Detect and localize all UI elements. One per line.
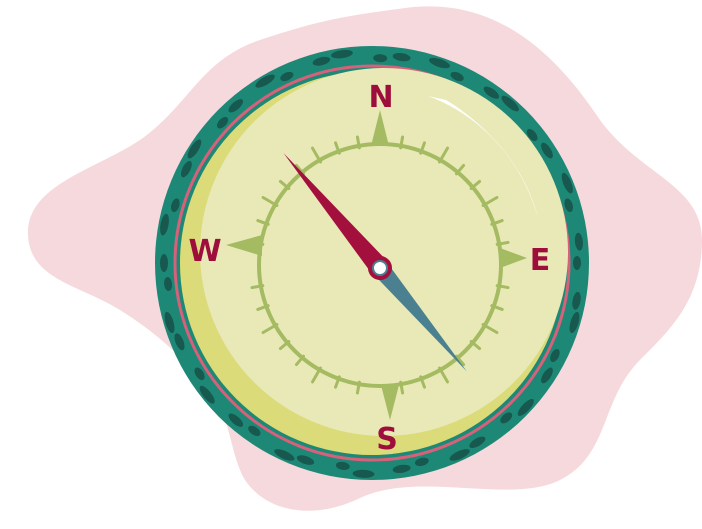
label-west: W — [188, 234, 221, 269]
ring-spot — [569, 311, 580, 334]
scale-tick — [454, 163, 466, 176]
ring-spot — [450, 71, 464, 82]
ring-spot — [174, 333, 185, 351]
ring-spot — [335, 461, 350, 470]
scale-tick — [334, 375, 341, 389]
scale-tick — [495, 284, 510, 290]
ring-spot — [352, 469, 375, 478]
west-pointer — [226, 235, 262, 256]
scale-tick — [355, 135, 361, 150]
north-pointer — [371, 110, 389, 146]
scale-tick — [481, 196, 499, 207]
ring-spot — [296, 455, 315, 465]
ring-spot — [312, 56, 331, 66]
ring-spot — [274, 449, 295, 461]
compass-needle — [283, 153, 467, 372]
ring-spot — [541, 142, 553, 159]
ring-spot — [164, 311, 175, 334]
ring-spot — [228, 99, 244, 113]
scale-tick — [454, 354, 466, 367]
ring-spot — [160, 213, 169, 236]
ring-spot — [573, 256, 581, 270]
ring-spot — [526, 129, 538, 142]
scale-tick — [261, 323, 279, 334]
scale-tick — [250, 284, 265, 290]
ring-spot — [373, 54, 388, 63]
ring-spot — [392, 52, 411, 62]
ring-spot — [449, 449, 470, 461]
scale-tick — [490, 304, 504, 311]
ring-spot — [550, 349, 560, 363]
ring-spot — [170, 198, 180, 213]
scale-tick — [490, 219, 504, 226]
ring-spot — [280, 71, 294, 82]
scale-tick — [495, 240, 510, 246]
scale-tick — [256, 219, 270, 226]
ring-spot — [228, 413, 244, 427]
ring-spot — [392, 464, 411, 474]
ring-spot — [180, 160, 192, 178]
scale-tick — [261, 196, 279, 207]
ring-spot — [572, 291, 581, 310]
east-pointer — [500, 248, 527, 268]
scale-tick — [419, 141, 426, 155]
scale-tick — [278, 179, 291, 191]
scale-tick — [419, 375, 426, 389]
ring-spot — [248, 425, 261, 437]
scale-tick — [355, 380, 361, 395]
scale-tick — [481, 323, 499, 334]
needle-north-half — [283, 153, 388, 275]
ring-spot — [483, 86, 500, 99]
ring-spot — [500, 412, 513, 424]
south-pointer — [381, 385, 399, 420]
scale-tick — [311, 366, 322, 384]
ring-spot — [255, 74, 275, 88]
scale-tick — [278, 339, 291, 351]
label-north: N — [368, 80, 393, 115]
ring-spot — [517, 398, 534, 416]
ring-spot — [414, 457, 429, 467]
scale-tick — [399, 380, 405, 395]
scale-tick — [469, 179, 482, 191]
ring-spot — [331, 49, 353, 59]
scale-tick — [438, 366, 449, 384]
ring-spot — [561, 172, 573, 194]
ring-spot — [194, 367, 205, 381]
ring-spot — [541, 367, 553, 384]
scale-tick — [469, 339, 482, 351]
ring-spot — [164, 277, 173, 292]
needle-pivot-inner — [372, 260, 388, 276]
scale-tick — [334, 141, 341, 155]
ring-spot — [216, 116, 229, 129]
inner-rim — [173, 64, 571, 462]
scale-tick — [438, 146, 449, 164]
label-east: E — [530, 243, 551, 278]
scale-tick — [294, 163, 306, 176]
ring-spot — [501, 95, 519, 112]
needle-south-half — [373, 262, 467, 372]
scale-tick — [311, 146, 322, 164]
ring-spot — [574, 232, 583, 251]
ring-spot — [160, 254, 168, 272]
scale-tick — [399, 135, 405, 150]
ring-spot — [187, 139, 202, 159]
scale-tick — [256, 304, 270, 311]
scale-ticks — [250, 135, 510, 395]
ring-spots — [160, 49, 583, 478]
ring-spot — [428, 57, 450, 69]
ring-spot — [469, 436, 486, 449]
ring-spot — [199, 385, 215, 404]
ring-spot — [564, 198, 574, 213]
scale-tick — [294, 354, 306, 367]
label-south: S — [376, 422, 398, 457]
